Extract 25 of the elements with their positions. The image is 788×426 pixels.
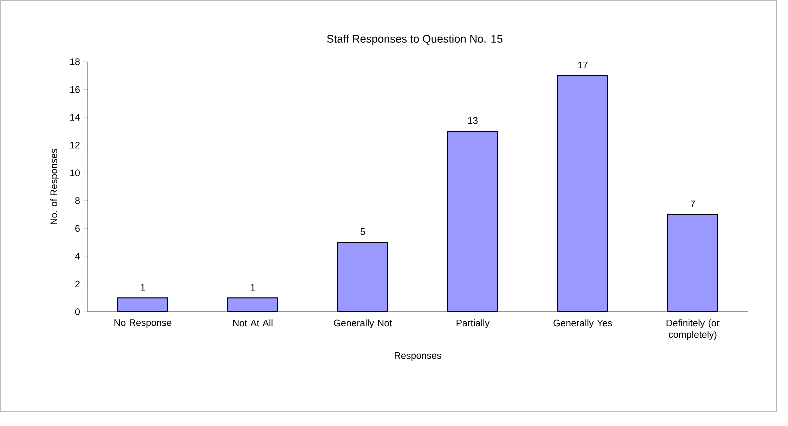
x-tick-label: No Response (114, 320, 172, 328)
x-tick-label: Generally Not (334, 320, 392, 328)
y-axis-title: No. of Responses (50, 149, 60, 224)
y-tick-label: 4 (75, 253, 80, 260)
y-tick-label: 2 (76, 280, 80, 288)
data-label: 5 (360, 228, 366, 236)
y-tick-label: 14 (70, 114, 80, 121)
y-tick-label: 10 (70, 170, 80, 176)
data-label: 7 (690, 200, 696, 208)
data-label: 1 (251, 284, 256, 291)
y-tick-label: 16 (70, 86, 80, 94)
data-label: 13 (468, 117, 478, 124)
y-tick-label: 18 (70, 58, 80, 66)
x-tick-label: Generally Yes (554, 320, 612, 328)
x-tick-label: Not At All (233, 320, 273, 327)
y-tick-label: 8 (76, 198, 80, 204)
data-label: 17 (578, 62, 588, 69)
data-label: 1 (141, 284, 146, 291)
x-axis-title: Responses (395, 352, 442, 362)
chart-title: Staff Responses to Question No. 15 (327, 34, 503, 46)
x-tick-label: Definitely (or completely) (666, 320, 720, 340)
y-tick-label: 6 (76, 225, 80, 232)
y-tick-label: 12 (70, 142, 80, 149)
x-tick-label: Partially (456, 320, 490, 328)
y-tick-label: 0 (75, 308, 80, 316)
